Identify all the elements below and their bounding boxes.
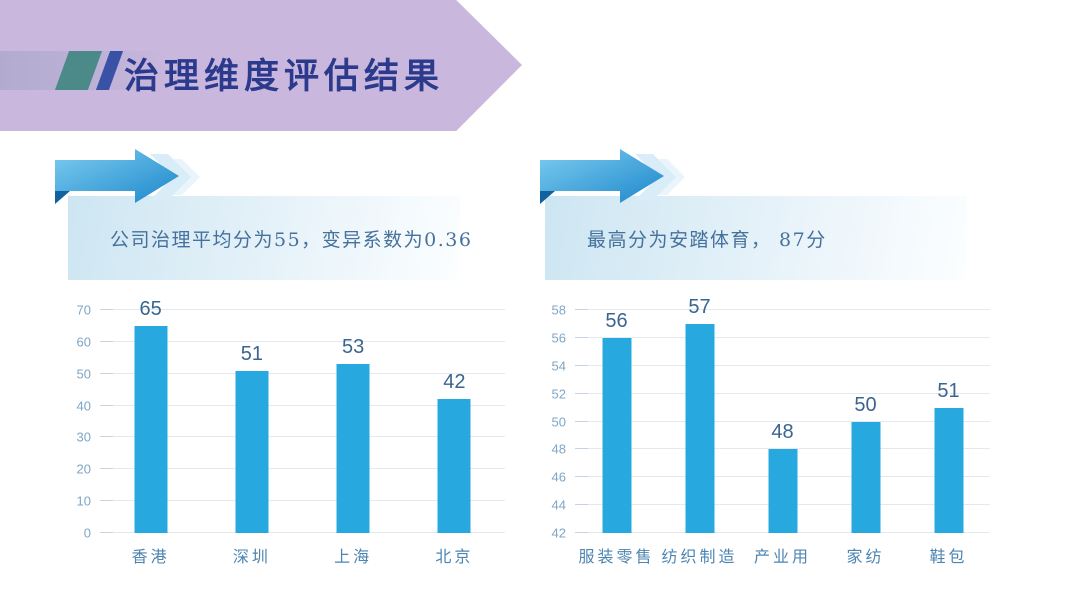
gridline: [100, 500, 505, 502]
title-banner: 治理维度评估结果: [0, 0, 522, 131]
bar-value-label: 50: [854, 393, 877, 416]
gridline: [575, 364, 990, 366]
bar-上海: [336, 364, 370, 533]
gridline: [100, 340, 505, 342]
x-axis-category-label: 纺织制造: [661, 547, 738, 566]
y-axis-tick-label: 44: [551, 497, 566, 513]
y-axis-tick-label: 54: [551, 358, 566, 374]
y-axis-tick-label: 58: [551, 302, 566, 318]
bar-鞋包: [934, 407, 963, 533]
bar-value-label: 48: [771, 421, 794, 444]
bar-value-label: 65: [139, 297, 162, 320]
gridline: [100, 404, 505, 406]
gridline: [100, 436, 505, 438]
gridline: [575, 420, 990, 422]
y-axis-tick-label: 50: [551, 414, 566, 429]
y-axis-tick-label: 46: [551, 469, 566, 485]
x-axis-category-label: 家纺: [846, 547, 885, 566]
bar-value-label: 51: [937, 379, 960, 402]
y-axis-tick-label: 42: [551, 525, 566, 541]
gridline: [575, 336, 990, 338]
sector-governance-bar-chart: 42 44 46 48 50 52 54 56 58 56 服装零售 57 纺织制造 48 产业用 50 家纺 5…: [540, 296, 995, 570]
x-axis-category-label: 香港: [131, 547, 170, 566]
x-axis-category-label: 上海: [334, 547, 373, 566]
y-axis-tick-label: 50: [76, 366, 91, 382]
x-axis-category-label: 北京: [435, 547, 474, 566]
chart-plot: 0 10 20 30 40 50 60 70 65 香港 51 深圳 53 上海 42 北京: [77, 298, 505, 566]
x-axis-category-label: 产业用: [753, 547, 812, 566]
y-axis-tick-label: 20: [76, 461, 91, 477]
y-axis-tick-label: 0: [83, 525, 91, 541]
y-axis-tick-label: 10: [76, 493, 91, 509]
gridline: [100, 372, 505, 374]
bar-香港: [134, 325, 168, 533]
bar-深圳: [235, 370, 269, 533]
x-axis-category-label: 服装零售: [578, 547, 655, 566]
y-axis-tick-label: 48: [551, 441, 566, 457]
arrow-right-icon: [540, 149, 685, 204]
gridline: [575, 309, 990, 310]
gridline: [575, 392, 990, 394]
bar-纺织制造: [685, 323, 714, 533]
bar-value-label: 56: [605, 309, 628, 332]
callout-left: 公司治理平均分为55，变异系数为0.36: [68, 196, 471, 280]
x-axis-category-label: 深圳: [232, 547, 271, 566]
y-axis-tick-label: 60: [76, 334, 91, 350]
callout-left-text: 公司治理平均分为55，变异系数为0.36: [110, 228, 473, 251]
bar-value-label: 42: [443, 371, 466, 394]
city-governance-bar-chart: 0 10 20 30 40 50 60 70 65 香港 51 深圳 53 上海 42 北京: [60, 298, 510, 570]
bar-value-label: 51: [240, 342, 263, 365]
gridline: [100, 532, 505, 533]
bar-value-label: 57: [688, 295, 711, 318]
bar-服装零售: [602, 337, 631, 533]
chart-plot: 42 44 46 48 50 52 54 56 58 56 服装零售 57 纺织制造 48 产业用 50 家纺 5…: [552, 296, 990, 566]
bar-家纺: [851, 421, 880, 533]
callout-right: 最高分为安踏体育， 87分: [545, 196, 967, 280]
gridline: [100, 309, 505, 310]
y-axis-tick-label: 30: [76, 429, 91, 445]
arrow-right-icon: [55, 149, 200, 204]
gridline: [100, 468, 505, 470]
callout-right-text: 最高分为安踏体育， 87分: [587, 228, 827, 251]
bar-value-label: 53: [342, 336, 365, 359]
y-axis-tick-label: 70: [76, 302, 91, 318]
bar-北京: [437, 399, 471, 533]
y-axis-tick-label: 56: [551, 330, 566, 346]
x-axis-category-label: 鞋包: [929, 547, 968, 566]
y-axis-tick-label: 52: [551, 386, 566, 402]
y-axis-tick-label: 40: [76, 398, 91, 414]
page-title: 治理维度评估结果: [124, 57, 445, 96]
gridline: [575, 448, 990, 450]
bar-产业用: [768, 449, 797, 533]
